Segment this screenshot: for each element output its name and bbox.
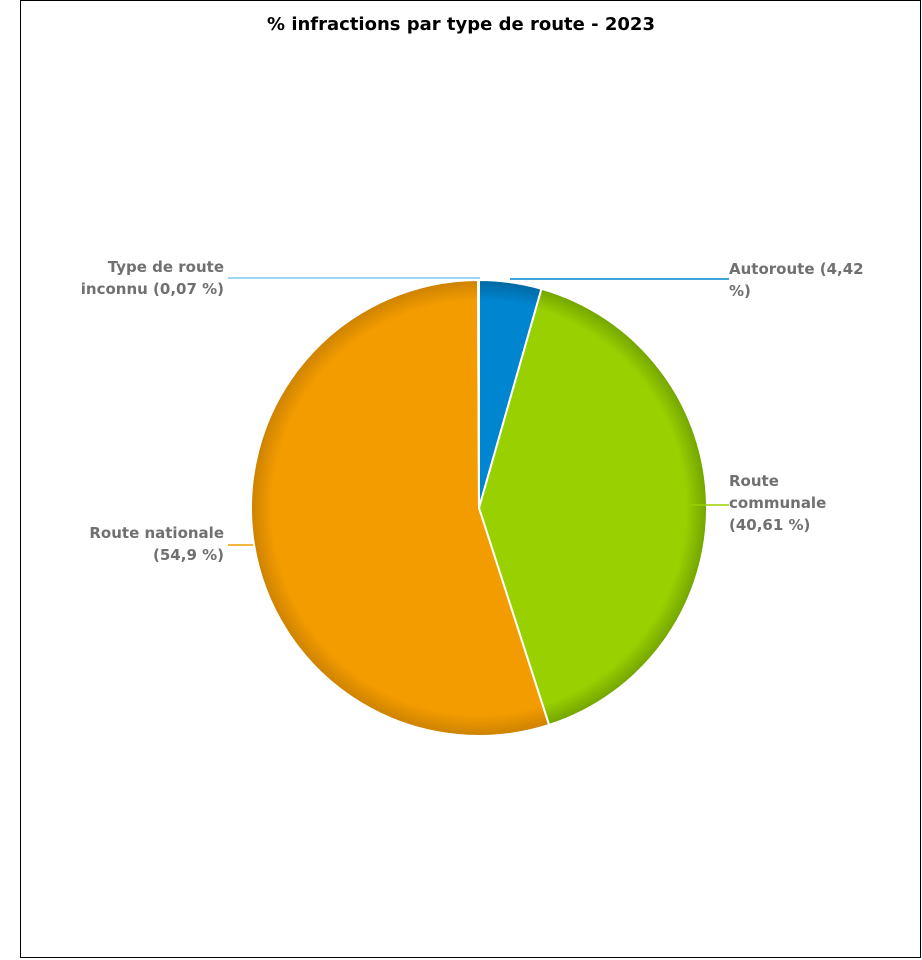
label-route-communale: Route communale (40,61 %) (729, 472, 826, 534)
label-autoroute-line: Autoroute (4,42 (729, 260, 864, 278)
label-route-communale-line: (40,61 %) (729, 516, 810, 534)
label-route-nationale-line: (54,9 %) (153, 546, 224, 564)
pie-slice-type-de-route-inconnu[interactable] (477, 278, 480, 509)
pie-slice-route-nationale[interactable] (250, 279, 551, 737)
label-autoroute-line: %) (729, 282, 751, 300)
chart-title: % infractions par type de route - 2023 (267, 14, 655, 35)
label-route-communale-line: Route (729, 472, 779, 490)
label-type-de-route-inconnu-line: inconnu (0,07 %) (81, 280, 224, 298)
label-type-de-route-inconnu-line: Type de route (108, 258, 224, 276)
leader-type-de-route-inconnu (228, 277, 480, 279)
label-route-nationale: Route nationale (54,9 %) (89, 524, 224, 564)
label-route-communale-line: communale (729, 494, 826, 512)
label-autoroute: Autoroute (4,42%) (729, 260, 864, 300)
label-route-nationale-line: Route nationale (89, 524, 224, 542)
pie-slice-route-communale[interactable] (478, 287, 708, 726)
label-type-de-route-inconnu: Type de route inconnu (0,07 %) (81, 258, 224, 298)
